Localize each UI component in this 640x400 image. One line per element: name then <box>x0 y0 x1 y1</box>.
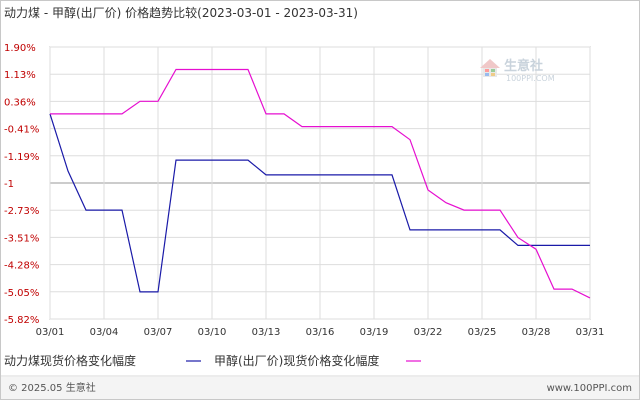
legend: 动力煤现货价格变化幅度 甲醇(出厂价)现货价格变化幅度 <box>4 353 421 368</box>
x-tick-label: 03/13 <box>252 327 281 338</box>
x-tick-label: 03/01 <box>36 327 65 338</box>
house-icon <box>480 59 500 77</box>
y-tick-label: -0.41% <box>4 125 39 136</box>
y-tick-label: 1.13% <box>4 70 36 81</box>
x-tick-label: 03/07 <box>144 327 173 338</box>
y-axis-ticks: 1.90% 1.13% 0.36% -0.41% -1.19% -1 -2.73% -3.51… <box>4 43 39 326</box>
footer-bar <box>1 377 639 399</box>
legend-label-coal: 动力煤现货价格变化幅度 <box>4 353 136 368</box>
y-tick-label: 1.90% <box>4 43 36 54</box>
legend-label-methanol: 甲醇(出厂价)现货价格变化幅度 <box>214 353 379 368</box>
x-axis-ticks: 03/01 03/04 03/07 03/10 03/13 03/16 03/19 03/22… <box>36 327 605 338</box>
chart-title: 动力煤 - 甲醇(出厂价) 价格趋势比较(2023-03-01 - 2023-0… <box>4 5 358 20</box>
coal-price-change-line <box>49 113 590 293</box>
x-tick-label: 03/04 <box>90 327 119 338</box>
y-tick-label: -2.73% <box>4 206 39 217</box>
watermark-url: 100PPI.COM <box>506 74 555 83</box>
y-tick-label: -1 <box>4 179 14 190</box>
y-tick-label: -3.51% <box>4 233 39 244</box>
x-tick-label: 03/31 <box>576 327 605 338</box>
y-tick-label: -4.28% <box>4 261 39 272</box>
y-tick-label: -5.82% <box>4 315 39 326</box>
footer-url: www.100PPI.com <box>547 383 632 394</box>
x-tick-label: 03/19 <box>360 327 389 338</box>
y-tick-label: 0.36% <box>4 97 36 108</box>
x-tick-label: 03/16 <box>306 327 335 338</box>
x-tick-label: 03/28 <box>522 327 551 338</box>
methanol-price-change-line <box>50 68 591 299</box>
y-tick-label: -1.19% <box>4 152 39 163</box>
watermark-brand: 生意社 <box>504 58 543 74</box>
y-tick-label: -5.05% <box>4 288 39 299</box>
footer-copyright: © 2025.05 生意社 <box>8 381 96 394</box>
x-tick-label: 03/25 <box>468 327 497 338</box>
x-tick-label: 03/10 <box>198 327 227 338</box>
watermark-logo: 生意社 100PPI.COM <box>480 58 555 83</box>
series-lines <box>49 68 591 299</box>
x-tick-label: 03/22 <box>414 327 443 338</box>
